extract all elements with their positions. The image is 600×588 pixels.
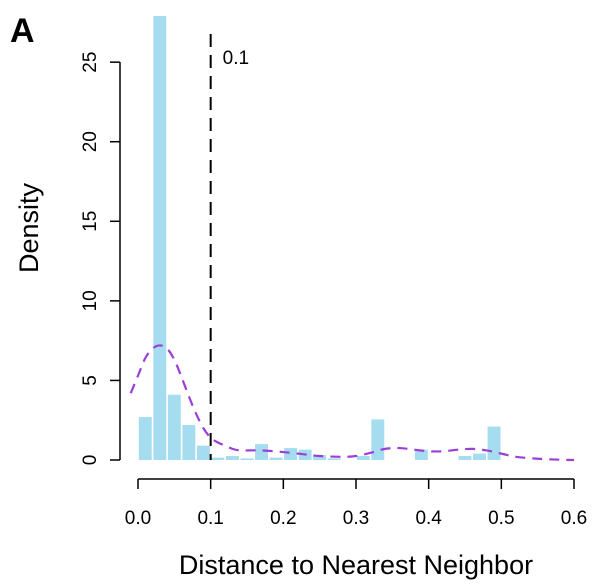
y-axis-title: Density [14, 182, 44, 273]
histogram-bar [284, 448, 298, 460]
x-tick-label: 0.5 [488, 508, 514, 529]
histogram-bar [211, 457, 225, 460]
threshold-label: 0.1 [223, 48, 249, 69]
panel-label: A [10, 12, 35, 50]
x-tick-label: 0.1 [197, 508, 223, 529]
x-tick-label: 0.2 [270, 508, 296, 529]
histogram-bars [138, 16, 501, 460]
y-tick-label: 20 [80, 131, 101, 152]
histogram-bar [313, 455, 327, 460]
density-curve [129, 344, 575, 462]
histogram-bar [473, 453, 486, 460]
histogram-bar [356, 456, 370, 460]
y-tick-label: 25 [80, 52, 101, 73]
histogram-bar [327, 458, 341, 460]
y-axis: 0 5 10 15 20 25 [80, 52, 121, 466]
x-tick-label: 0.3 [343, 508, 369, 529]
histogram-bar [138, 417, 152, 460]
x-tick-label: 0.4 [415, 508, 442, 529]
histogram-bar [153, 16, 167, 460]
histogram-bar [269, 457, 283, 460]
histogram-bar [255, 444, 268, 460]
histogram-bar [458, 456, 472, 460]
y-tick-label: 5 [80, 375, 101, 386]
x-axis-title: Distance to Nearest Neighbor [179, 550, 533, 580]
histogram-bar [167, 394, 181, 460]
y-tick-label: 10 [80, 290, 101, 311]
histogram-bar [414, 449, 428, 460]
histogram-bar [226, 456, 239, 460]
histogram-bar [182, 424, 196, 460]
y-tick-label: 15 [80, 211, 101, 232]
x-tick-label: 0.6 [561, 508, 587, 529]
histogram-bar [196, 445, 210, 460]
x-tick-label: 0.0 [125, 508, 151, 529]
histogram-bar [240, 458, 254, 460]
histogram-bar [487, 426, 501, 460]
y-tick-label: 0 [80, 455, 101, 466]
x-axis: 0.0 0.1 0.2 0.3 0.4 0.5 0.6 [125, 478, 587, 529]
histogram-bar [371, 419, 385, 460]
